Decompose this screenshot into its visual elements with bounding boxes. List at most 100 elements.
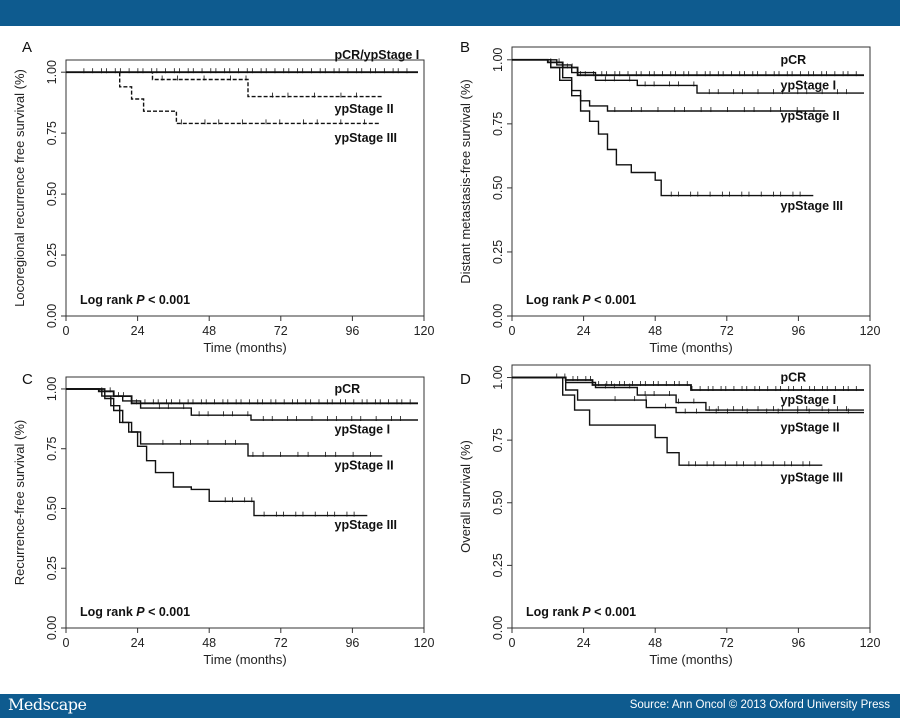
x-tick-label: 72	[274, 636, 288, 650]
y-tick-label: 1.00	[45, 60, 59, 84]
y-tick-label: 0.25	[491, 240, 505, 264]
y-tick-label: 1.00	[491, 48, 505, 72]
note-suffix: < 0.001	[145, 293, 191, 307]
medscape-logo[interactable]: Medscape	[8, 695, 87, 714]
panel-d: D 0 24 48 72 96 120 0.00 0.25 0.50 0.75 1.00 Time (m…	[458, 364, 881, 667]
x-tick-label: 48	[648, 636, 662, 650]
curve-label-pcr: pCR	[781, 371, 807, 385]
top-banner	[0, 0, 900, 26]
x-axis-title: Time (months)	[649, 652, 732, 667]
y-tick-label: 0.75	[45, 121, 59, 145]
curve-label-pcr-ypstage-i: pCR/ypStage I	[335, 48, 420, 62]
y-tick-label: 0.00	[45, 304, 59, 328]
y-tick-label: 0.75	[491, 428, 505, 452]
curve-label-ypstage-ii: ypStage II	[781, 109, 840, 123]
y-tick-label: 0.25	[45, 243, 59, 267]
y-axis-title: Distant metastasis-free survival (%)	[458, 79, 473, 283]
km-curve-ypstage-ii	[66, 71, 383, 98]
curve-label-ypstage-iii: ypStage III	[335, 131, 398, 145]
y-tick-label: 0.75	[45, 437, 59, 461]
km-curve-ypstage-i	[512, 59, 864, 94]
note-prefix: Log rank	[80, 293, 136, 307]
x-tick-label: 96	[345, 636, 359, 650]
note-p-symbol: P	[136, 605, 145, 619]
x-tick-label: 48	[202, 324, 216, 338]
note-p-symbol: P	[582, 605, 591, 619]
km-curve-ypstage-iii	[512, 59, 814, 197]
x-axis-title: Time (months)	[649, 340, 732, 355]
curve-label-ypstage-iii: ypStage III	[335, 518, 398, 532]
note-prefix: Log rank	[526, 293, 582, 307]
km-curve-ypstage-ii	[512, 376, 864, 414]
note-suffix: < 0.001	[591, 293, 637, 307]
note-p-symbol: P	[136, 293, 145, 307]
km-curve-ypstage-ii	[66, 388, 383, 457]
x-tick-label: 0	[509, 636, 516, 650]
x-tick-label: 24	[131, 636, 145, 650]
panel-a: A 0 24 48 72 96 120 0.00 0.25 0.50 0.75 1.00 Time (m…	[12, 39, 434, 355]
y-tick-label: 0.75	[491, 112, 505, 136]
log-rank-note: Log rank P < 0.001	[526, 293, 636, 307]
x-tick-label: 24	[577, 324, 591, 338]
panel-letter: D	[460, 371, 471, 388]
panel-letter: A	[22, 39, 32, 56]
note-prefix: Log rank	[80, 605, 136, 619]
source-credit: Source: Ann Oncol © 2013 Oxford Universi…	[629, 699, 890, 711]
curve-label-ypstage-ii: ypStage II	[335, 458, 394, 472]
plot-frame	[511, 364, 871, 629]
y-tick-label: 0.25	[45, 556, 59, 580]
x-tick-label: 96	[791, 636, 805, 650]
x-tick-label: 24	[131, 324, 145, 338]
y-tick-label: 1.00	[491, 365, 505, 389]
y-axis-title: Locoregional recurrence free survival (%…	[12, 69, 27, 307]
note-suffix: < 0.001	[591, 605, 637, 619]
y-tick-label: 0.25	[491, 553, 505, 577]
y-tick-label: 0.50	[491, 176, 505, 200]
y-tick-label: 0.00	[45, 616, 59, 640]
y-axis-title: Recurrence-free survival (%)	[12, 420, 27, 585]
log-rank-note: Log rank P < 0.001	[526, 605, 636, 619]
y-tick-label: 0.50	[491, 491, 505, 515]
x-tick-label: 96	[345, 324, 359, 338]
plot-frame	[65, 376, 425, 629]
km-curve-ypstage-iii	[512, 376, 823, 466]
y-tick-label: 0.50	[45, 496, 59, 520]
footer-bar: Medscape Source: Ann Oncol © 2013 Oxford…	[0, 694, 900, 718]
x-tick-label: 48	[202, 636, 216, 650]
x-tick-label: 24	[577, 636, 591, 650]
curve-label-ypstage-i: ypStage I	[335, 423, 391, 437]
y-tick-label: 0.50	[45, 182, 59, 206]
curve-label-ypstage-iii: ypStage III	[781, 471, 844, 485]
y-axis-title: Overall survival (%)	[458, 440, 473, 553]
x-axis-title: Time (months)	[203, 340, 286, 355]
y-tick-label: 0.00	[491, 616, 505, 640]
curve-label-ypstage-i: ypStage I	[781, 78, 837, 92]
x-tick-label: 120	[414, 324, 435, 338]
x-tick-label: 0	[509, 324, 516, 338]
x-tick-label: 120	[414, 636, 435, 650]
curve-label-pcr: pCR	[781, 53, 807, 67]
note-suffix: < 0.001	[145, 605, 191, 619]
curve-label-pcr: pCR	[335, 382, 361, 396]
y-tick-label: 1.00	[45, 377, 59, 401]
plot-frame	[511, 46, 871, 317]
km-curve-ypstage-iii	[66, 71, 380, 125]
curve-label-ypstage-i: ypStage I	[781, 393, 837, 407]
x-tick-label: 72	[720, 324, 734, 338]
y-tick-label: 0.00	[491, 304, 505, 328]
curve-label-ypstage-ii: ypStage II	[781, 421, 840, 435]
log-rank-note: Log rank P < 0.001	[80, 605, 190, 619]
x-tick-label: 72	[720, 636, 734, 650]
survival-charts-figure: A 0 24 48 72 96 120 0.00 0.25 0.50 0.75 1.00 Time (m…	[12, 39, 881, 667]
note-prefix: Log rank	[526, 605, 582, 619]
curve-label-ypstage-iii: ypStage III	[781, 199, 844, 213]
panel-letter: B	[460, 39, 470, 56]
log-rank-note: Log rank P < 0.001	[80, 293, 190, 307]
km-curve-pcr	[512, 376, 864, 391]
km-curve-pcr	[512, 58, 864, 77]
note-p-symbol: P	[582, 293, 591, 307]
x-tick-label: 120	[860, 636, 881, 650]
panel-letter: C	[22, 371, 33, 388]
x-tick-label: 120	[860, 324, 881, 338]
panel-c: C 0 24 48 72 96 120 0.00 0.25 0.50 0.75 1.00 Time (m…	[12, 371, 434, 667]
